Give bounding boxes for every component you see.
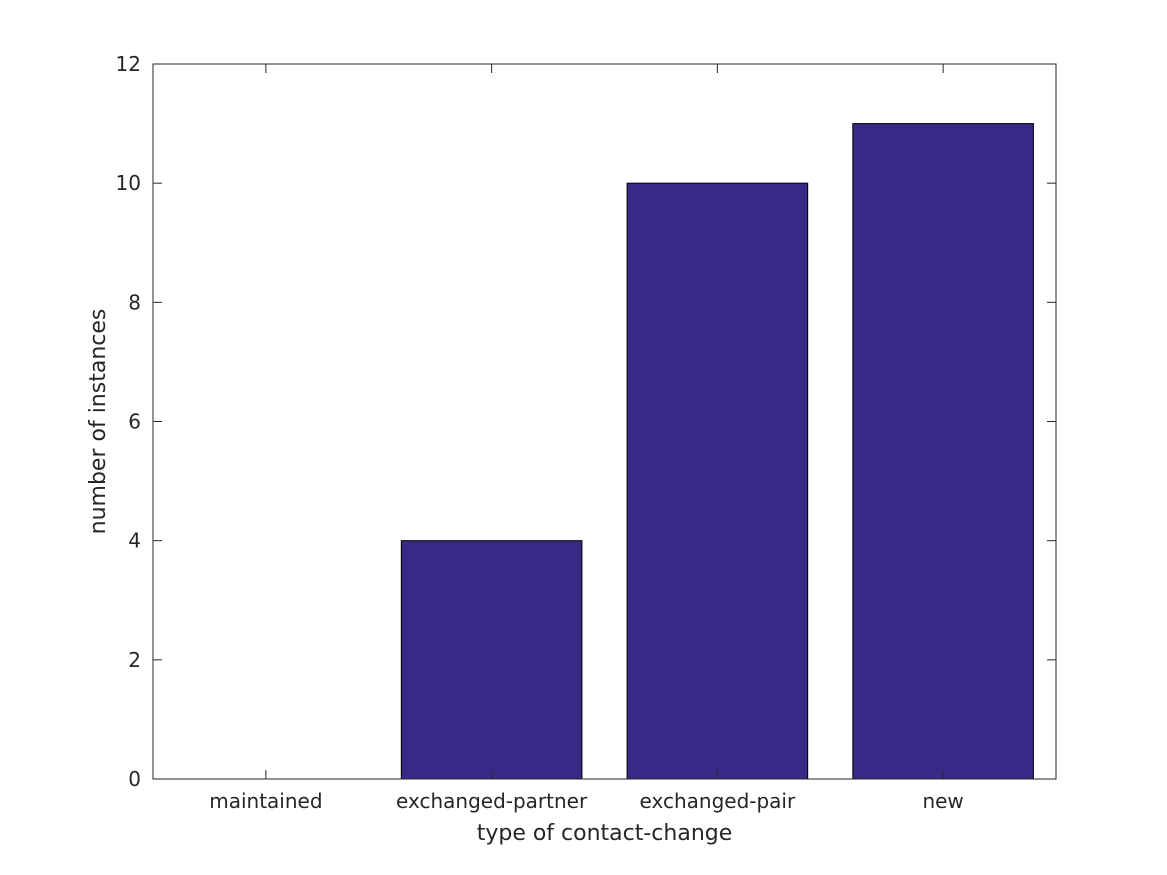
bar-exchanged-partner — [400, 540, 583, 780]
y-tick-label: 6 — [128, 410, 141, 434]
bars-layer — [400, 123, 1034, 780]
y-tick-label: 0 — [128, 767, 141, 791]
x-tick-label: maintained — [209, 789, 322, 813]
x-tick-label: exchanged-partner — [396, 789, 588, 813]
bar-new — [852, 123, 1034, 780]
y-tick-label: 2 — [128, 648, 141, 672]
y-tick-label: 10 — [116, 171, 141, 195]
bar-exchanged-pair — [626, 182, 809, 780]
y-axis-label: number of instances — [86, 309, 111, 535]
y-tick-label: 8 — [128, 290, 141, 314]
x-tick-label: exchanged-pair — [640, 789, 796, 813]
y-tick-label: 4 — [128, 529, 141, 553]
x-tick-label: new — [922, 789, 963, 813]
x-axis-label: type of contact-change — [477, 821, 733, 846]
ticks-layer — [153, 63, 1056, 780]
y-tick-label: 12 — [116, 52, 141, 76]
labels-layer: 0 2 4 6 8 10 12 maintained exchanged-partner exch… — [116, 52, 964, 813]
